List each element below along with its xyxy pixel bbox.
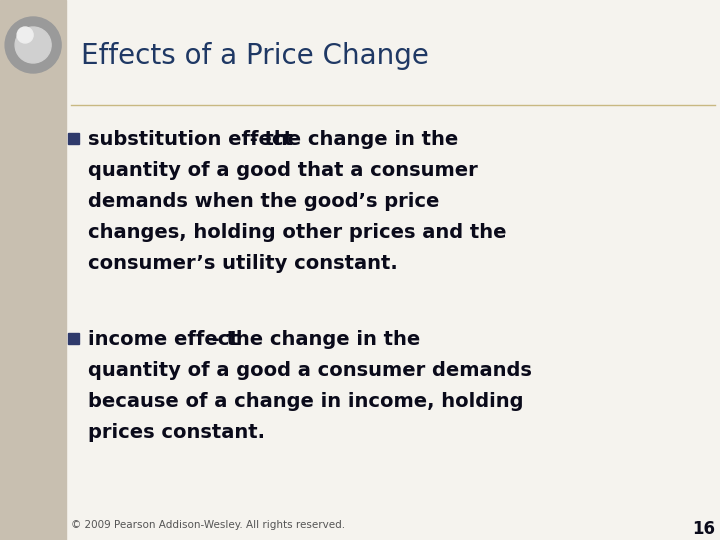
Text: © 2009 Pearson Addison-Wesley. All rights reserved.: © 2009 Pearson Addison-Wesley. All right… [71, 520, 346, 530]
Text: - the change in the: - the change in the [243, 130, 458, 149]
Text: consumer’s utility constant.: consumer’s utility constant. [88, 254, 397, 273]
Circle shape [17, 27, 33, 43]
Text: income effect: income effect [88, 330, 239, 349]
Text: prices constant.: prices constant. [88, 423, 265, 442]
Text: because of a change in income, holding: because of a change in income, holding [88, 392, 523, 411]
Bar [68, 333, 79, 344]
Bar [68, 133, 79, 144]
Text: 16: 16 [692, 520, 715, 538]
Text: changes, holding other prices and the: changes, holding other prices and the [88, 223, 506, 242]
Text: substitution effect: substitution effect [88, 130, 293, 149]
Bar [0, 0, 66, 540]
Text: - the change in the: - the change in the [205, 330, 420, 349]
Circle shape [5, 17, 61, 73]
Text: quantity of a good that a consumer: quantity of a good that a consumer [88, 161, 478, 180]
Circle shape [15, 27, 51, 63]
Text: quantity of a good a consumer demands: quantity of a good a consumer demands [88, 361, 532, 380]
Text: demands when the good’s price: demands when the good’s price [88, 192, 439, 211]
Text: Effects of a Price Change: Effects of a Price Change [81, 42, 429, 70]
